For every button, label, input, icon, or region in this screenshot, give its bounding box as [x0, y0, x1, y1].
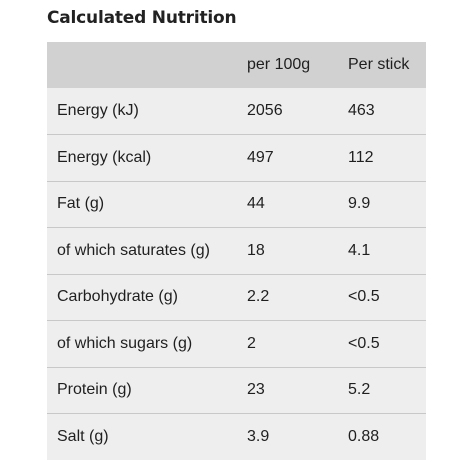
value-per-stick: 4.1 [348, 241, 371, 259]
value-per-100g: 2.2 [247, 288, 270, 306]
value-per-100g: 2 [247, 334, 256, 352]
value-per-stick: 0.88 [348, 428, 380, 445]
value-per-100g: 23 [247, 381, 265, 399]
value-per-stick: <0.5 [348, 334, 380, 352]
value-per-stick: 112 [348, 148, 374, 166]
nutrition-table: per 100g Per stick Energy (kJ) 2056 463 … [47, 42, 426, 460]
page-title: Calculated Nutrition [47, 8, 237, 28]
table-row: Protein (g) 23 5.2 [47, 367, 426, 414]
table-header-row: per 100g Per stick [47, 42, 426, 88]
table-row: of which sugars (g) 2 <0.5 [47, 320, 426, 367]
value-per-100g: 497 [247, 148, 274, 166]
table-row: Carbohydrate (g) 2.2 <0.5 [47, 274, 426, 321]
nutrient-name: Protein (g) [57, 381, 132, 399]
table-row: Energy (kJ) 2056 463 [47, 88, 426, 135]
header-per-100g: per 100g [247, 56, 311, 73]
value-per-stick: 463 [348, 102, 375, 119]
nutrient-name: Fat (g) [57, 195, 105, 213]
value-per-100g: 2056 [247, 102, 283, 119]
table-row: Energy (kcal) 497 112 [47, 134, 426, 181]
nutrient-name: of which sugars (g) [57, 334, 193, 352]
nutrient-name: Salt (g) [57, 428, 109, 445]
value-per-stick: 9.9 [348, 195, 371, 213]
table-row: Fat (g) 44 9.9 [47, 181, 426, 228]
value-per-100g: 18 [247, 241, 265, 259]
table-row: Salt (g) 3.9 0.88 [47, 413, 426, 460]
nutrient-name: Energy (kJ) [57, 102, 139, 119]
header-nutrient [47, 42, 237, 88]
nutrient-name: Carbohydrate (g) [57, 288, 178, 306]
value-per-100g: 3.9 [247, 428, 270, 445]
value-per-100g: 44 [247, 195, 265, 213]
table-row: of which saturates (g) 18 4.1 [47, 227, 426, 274]
header-per-stick: Per stick [348, 56, 410, 73]
value-per-stick: 5.2 [348, 381, 371, 399]
nutrient-name: of which saturates (g) [57, 241, 210, 259]
nutrient-name: Energy (kcal) [57, 148, 152, 166]
value-per-stick: <0.5 [348, 288, 380, 306]
